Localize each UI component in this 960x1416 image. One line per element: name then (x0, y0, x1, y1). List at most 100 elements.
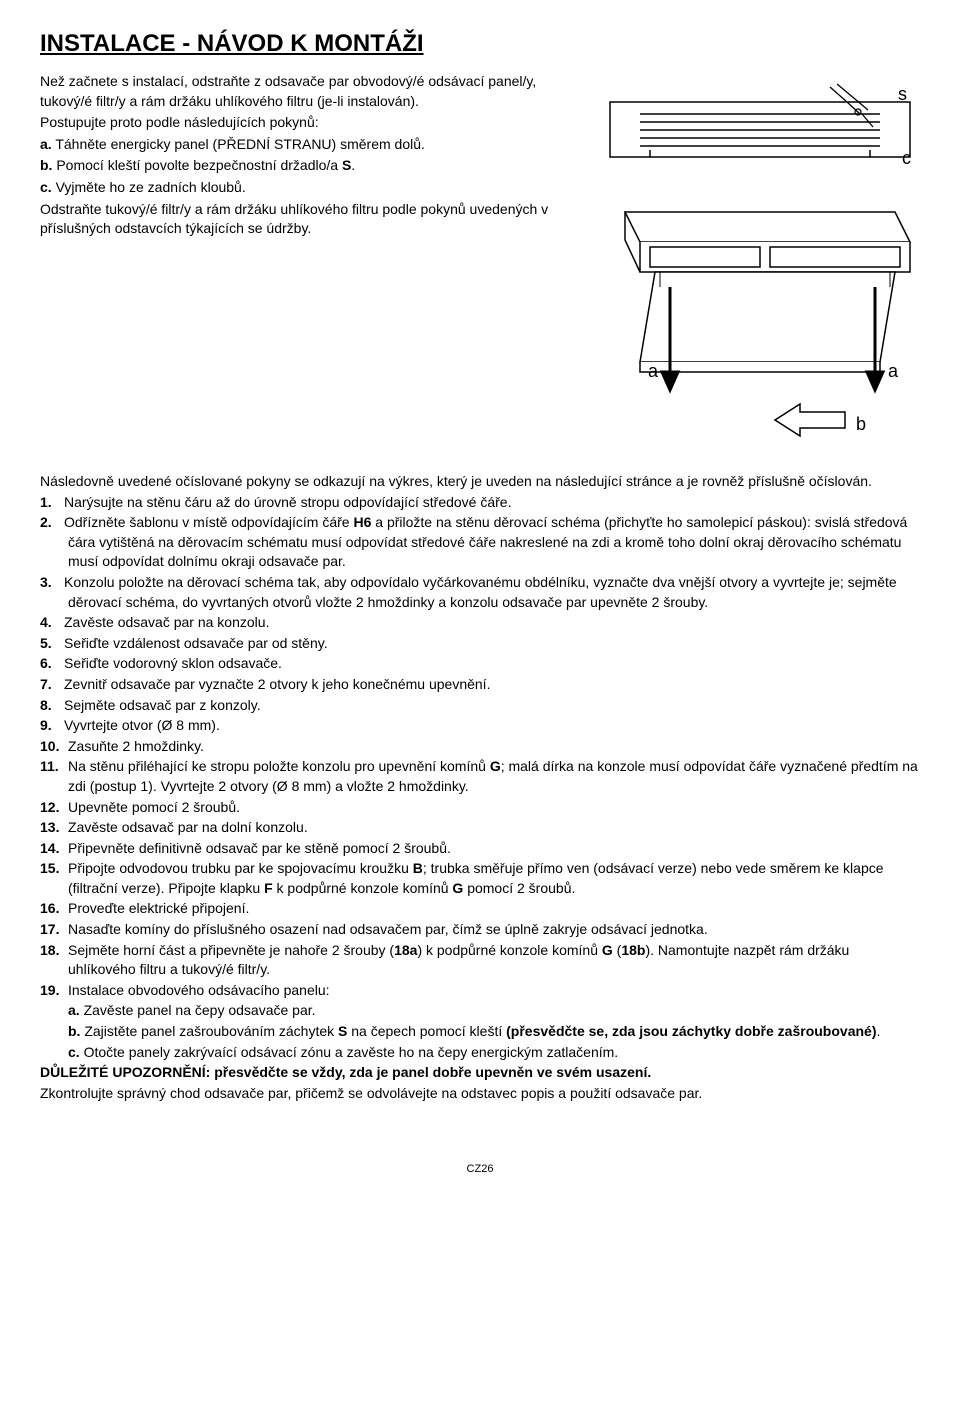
item-14: 14.Připevněte definitivně odsavač par ke… (40, 839, 920, 859)
s19c: Otočte panely zakrývaící odsávací zónu a… (80, 1044, 619, 1060)
intro-c: c. Vyjměte ho ze zadních kloubů. (40, 178, 580, 198)
item-19c: c. Otočte panely zakrývaící odsávací zón… (40, 1043, 920, 1063)
item-19: 19.Instalace obvodového odsávacího panel… (40, 981, 920, 1001)
item-6: 6.Seřiďte vodorovný sklon odsavače. (40, 654, 920, 674)
txt-2a: Odřízněte šablonu v místě odpovídajícím … (64, 514, 353, 530)
txt-13: Zavěste odsavač par na dolní konzolu. (68, 819, 308, 835)
txt-6: Seřiďte vodorovný sklon odsavače. (64, 655, 282, 671)
item-13: 13.Zavěste odsavač par na dolní konzolu. (40, 818, 920, 838)
txt-1: Narýsujte na stěnu čáru až do úrovně str… (64, 494, 511, 510)
txt-4: Zavěste odsavač par na konzolu. (64, 614, 269, 630)
num-16: 16. (40, 899, 68, 919)
item-19a: a. Zavěste panel na čepy odsavače par. (40, 1001, 920, 1021)
intro-b-prefix: b. (40, 157, 52, 173)
num-9: 9. (40, 716, 64, 736)
s19b2: S (338, 1023, 347, 1039)
item-19b: b. Zajistěte panel zašroubováním záchyte… (40, 1022, 920, 1042)
txt-19: Instalace obvodového odsávacího panelu: (68, 982, 330, 998)
item-8: 8.Sejměte odsavač par z konzoly. (40, 696, 920, 716)
item-3: 3.Konzolu položte na děrovací schéma tak… (40, 573, 920, 612)
txt-9: Vyvrtejte otvor (Ø 8 mm). (64, 717, 220, 733)
intro-row: Než začnete s instalací, odstraňte z ods… (40, 72, 920, 452)
txt-15f: G (452, 880, 463, 896)
figure-svg: s c (600, 72, 920, 452)
fig-label-a2: a (888, 361, 899, 381)
page-title: INSTALACE - NÁVOD K MONTÁŽI (40, 30, 920, 58)
txt-8: Sejměte odsavač par z konzoly. (64, 697, 261, 713)
s19b1: Zajistěte panel zašroubováním záchytek (80, 1023, 338, 1039)
num-18: 18. (40, 941, 68, 961)
intro-c-text: Vyjměte ho ze zadních kloubů. (52, 179, 246, 195)
num-10: 10. (40, 737, 68, 757)
item-11: 11.Na stěnu přiléhající ke stropu položt… (40, 757, 920, 796)
s19a: Zavěste panel na čepy odsavače par. (80, 1002, 316, 1018)
num-15: 15. (40, 859, 68, 879)
figure: s c (600, 72, 920, 452)
num-19: 19. (40, 981, 68, 1001)
item-1: 1.Narýsujte na stěnu čáru až do úrovně s… (40, 493, 920, 513)
intro-text-col: Než začnete s instalací, odstraňte z ods… (40, 72, 580, 452)
important-note: DŮLEŽITÉ UPOZORNĚNÍ: přesvědčte se vždy,… (40, 1063, 920, 1083)
item-2: 2.Odřízněte šablonu v místě odpovídající… (40, 513, 920, 572)
txt-15b: B (413, 860, 423, 876)
num-2: 2. (40, 513, 64, 533)
txt-11a: Na stěnu přiléhající ke stropu položte k… (68, 758, 490, 774)
num-17: 17. (40, 920, 68, 940)
txt-11b: G (490, 758, 501, 774)
num-8: 8. (40, 696, 64, 716)
item-5: 5.Seřiďte vzdálenost odsavače par od stě… (40, 634, 920, 654)
fig-label-a1: a (648, 361, 659, 381)
fig-label-s: s (898, 84, 907, 104)
txt-14: Připevněte definitivně odsavač par ke st… (68, 840, 451, 856)
num-3: 3. (40, 573, 64, 593)
intro-b-bold: S (342, 157, 351, 173)
list-intro: Následovně uvedené očíslované pokyny se … (40, 472, 920, 492)
intro-a-text: Táhněte energicky panel (PŘEDNÍ STRANU) … (52, 136, 425, 152)
intro-p2: Postupujte proto podle následujících pok… (40, 113, 580, 133)
s19b4: (přesvědčte se, zda jsou záchytky dobře … (506, 1023, 876, 1039)
item-16: 16.Proveďte elektrické připojení. (40, 899, 920, 919)
item-4: 4.Zavěste odsavač par na konzolu. (40, 613, 920, 633)
s19a-p: a. (68, 1002, 80, 1018)
intro-a: a. Táhněte energicky panel (PŘEDNÍ STRAN… (40, 135, 580, 155)
item-17: 17.Nasaďte komíny do příslušného osazení… (40, 920, 920, 940)
intro-b-text-post: . (351, 157, 355, 173)
txt-18a: Sejměte horní část a připevněte je nahoř… (68, 942, 394, 958)
page-number: CZ26 (40, 1163, 920, 1175)
num-6: 6. (40, 654, 64, 674)
intro-a-prefix: a. (40, 136, 52, 152)
intro-c-prefix: c. (40, 179, 52, 195)
txt-18c: ) k podpůrné konzole komínů (417, 942, 601, 958)
num-13: 13. (40, 818, 68, 838)
num-5: 5. (40, 634, 64, 654)
numbered-instructions: Následovně uvedené očíslované pokyny se … (40, 472, 920, 1103)
s19c-p: c. (68, 1044, 80, 1060)
intro-p1: Než začnete s instalací, odstraňte z ods… (40, 72, 580, 111)
num-7: 7. (40, 675, 64, 695)
ordered-list: 1.Narýsujte na stěnu čáru až do úrovně s… (40, 493, 920, 1001)
txt-12: Upevněte pomocí 2 šroubů. (68, 799, 240, 815)
txt-3: Konzolu položte na děrovací schéma tak, … (64, 574, 897, 610)
txt-17: Nasaďte komíny do příslušného osazení na… (68, 921, 708, 937)
intro-p3: Odstraňte tukový/é filtr/y a rám držáku … (40, 200, 580, 239)
txt-18b: 18a (394, 942, 417, 958)
txt-18d: G (602, 942, 613, 958)
item-10: 10.Zasuňte 2 hmoždinky. (40, 737, 920, 757)
s19b-p: b. (68, 1023, 80, 1039)
txt-2b: H6 (353, 514, 371, 530)
item-7: 7.Zevnitř odsavače par vyznačte 2 otvory… (40, 675, 920, 695)
txt-18f: 18b (621, 942, 645, 958)
item-15: 15.Připojte odvodovou trubku par ke spoj… (40, 859, 920, 898)
num-14: 14. (40, 839, 68, 859)
txt-15g: pomocí 2 šroubů. (463, 880, 575, 896)
item-9: 9.Vyvrtejte otvor (Ø 8 mm). (40, 716, 920, 736)
txt-15a: Připojte odvodovou trubku par ke spojova… (68, 860, 413, 876)
fig-label-b: b (856, 414, 866, 434)
txt-15e: k podpůrné konzole komínů (273, 880, 453, 896)
txt-16: Proveďte elektrické připojení. (68, 900, 249, 916)
txt-5: Seřiďte vzdálenost odsavače par od stěny… (64, 635, 328, 651)
num-4: 4. (40, 613, 64, 633)
intro-b-text-pre: Pomocí kleští povolte bezpečnostní držad… (52, 157, 342, 173)
num-11: 11. (40, 757, 68, 777)
closing-note: Zkontrolujte správný chod odsavače par, … (40, 1084, 920, 1104)
